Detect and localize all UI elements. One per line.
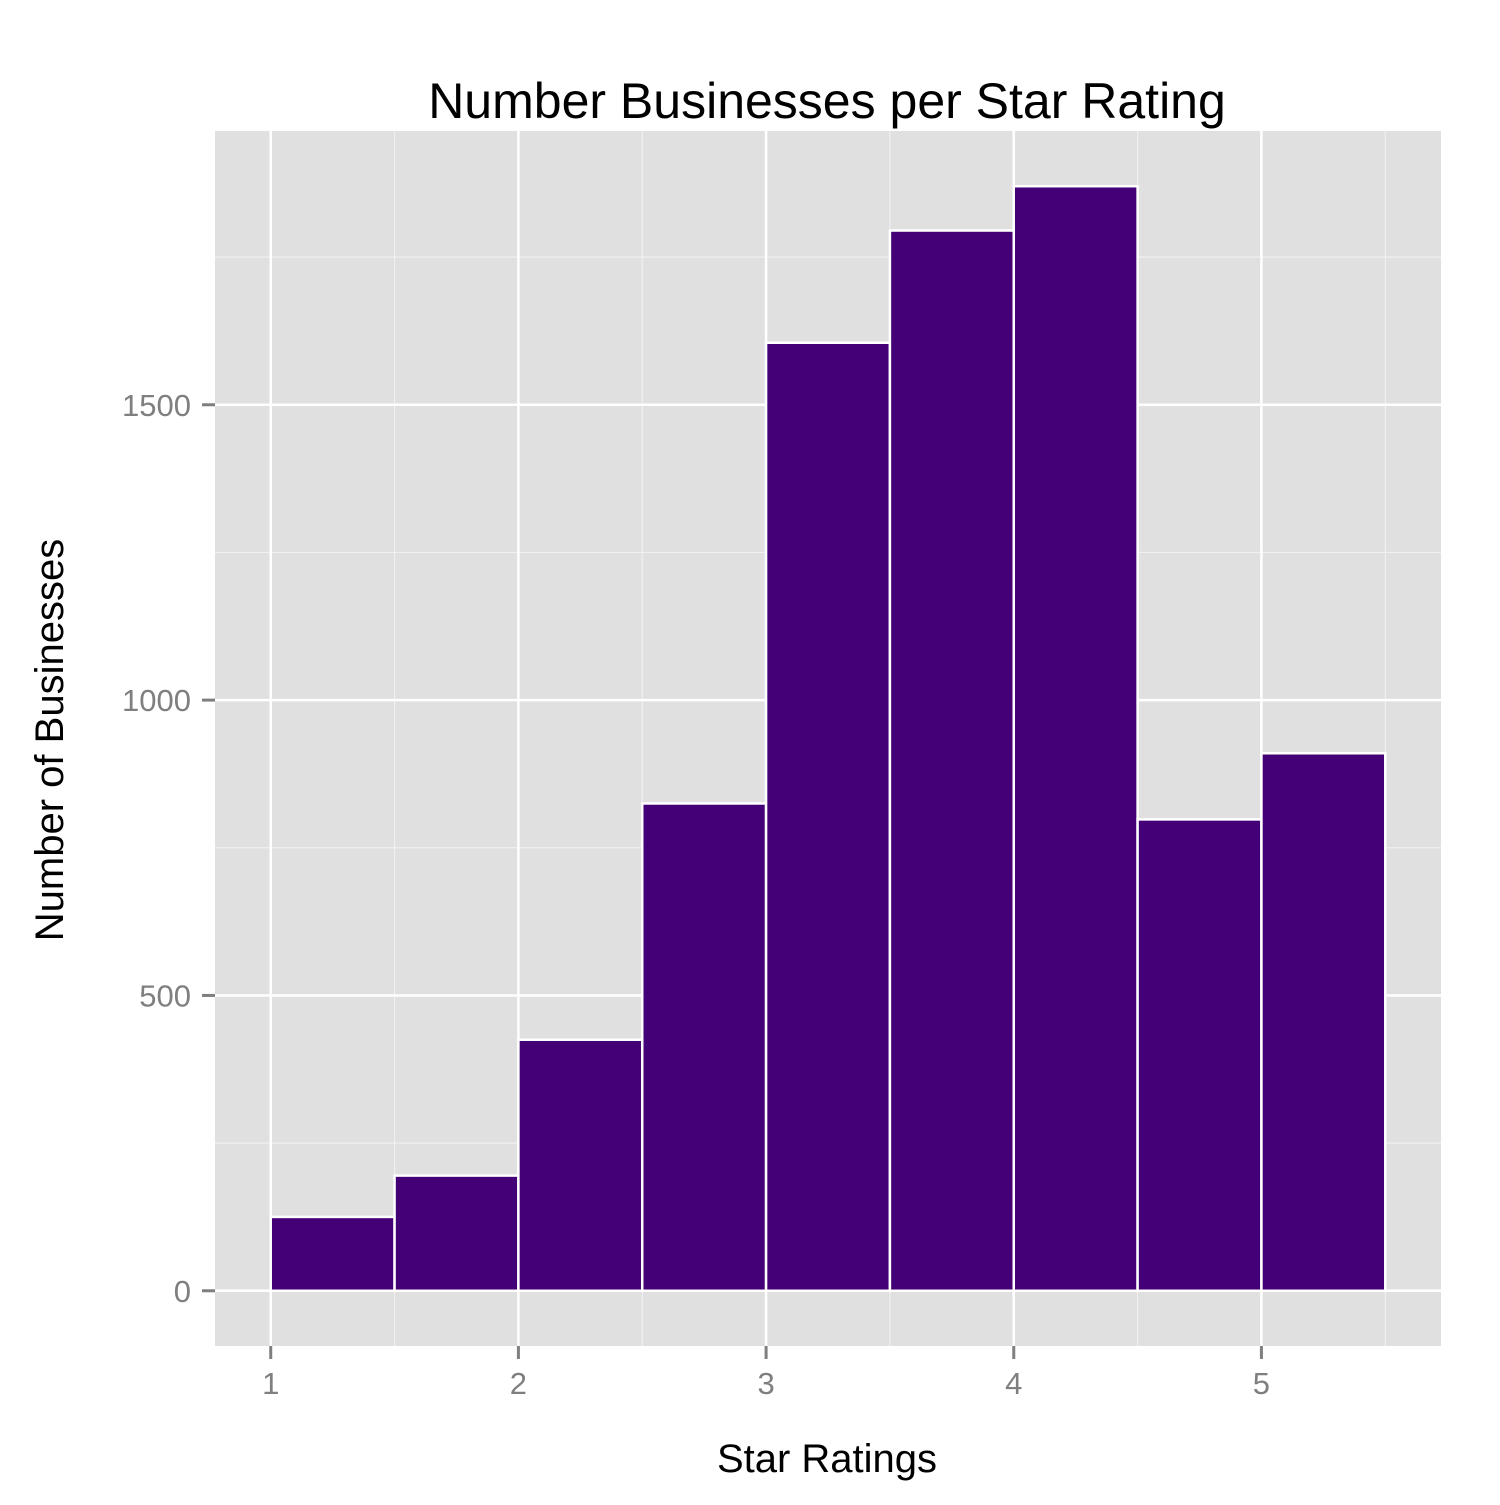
histogram-bar [1136,818,1263,1293]
y-tick-label: 500 [139,978,191,1013]
histogram-bar [764,341,892,1293]
x-tick-label: 2 [510,1366,527,1401]
y-tick-label: 1500 [122,388,191,423]
histogram-bar [1260,752,1387,1293]
histogram-bar [640,802,768,1293]
histogram-bar [517,1038,644,1293]
x-tick-label: 4 [1005,1366,1022,1401]
y-tick-label: 0 [174,1274,191,1309]
histogram-bar [1012,184,1139,1293]
y-tick-label: 1000 [122,683,191,718]
histogram-bar [269,1215,396,1293]
x-axis-title: Star Ratings [717,1437,937,1481]
y-axis-title: Number of Businesses [28,539,72,941]
chart-title: Number Businesses per Star Rating [428,73,1226,129]
histogram-bars [269,184,1387,1293]
histogram-bar [888,229,1016,1293]
x-tick-label: 5 [1253,1366,1270,1401]
y-axis: 0 500 1000 1500 [122,388,215,1309]
x-axis: 1 2 3 4 5 [262,1346,1270,1401]
x-tick-label: 1 [262,1366,279,1401]
histogram-bar [393,1174,520,1293]
x-tick-label: 3 [757,1366,774,1401]
